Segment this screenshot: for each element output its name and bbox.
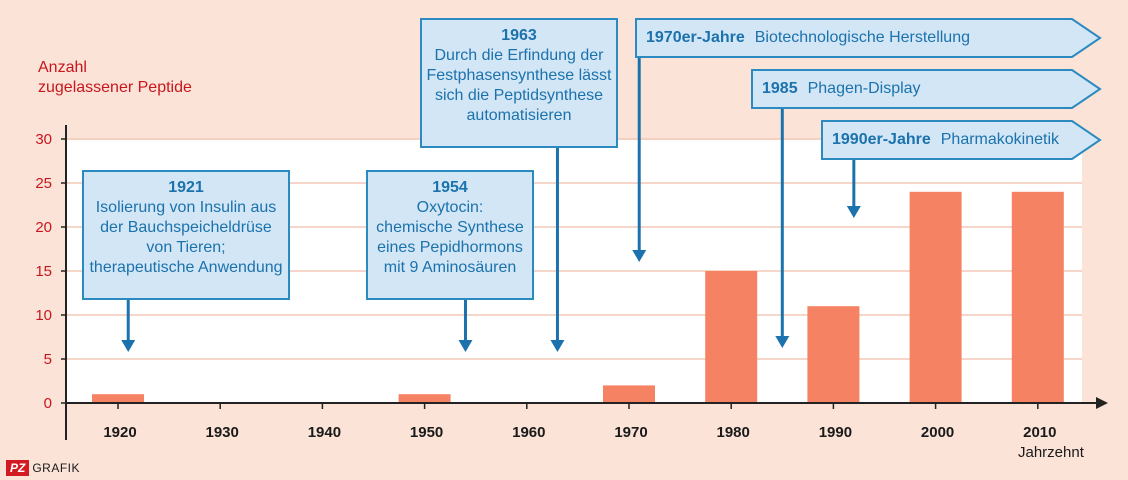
banner-shape-1985 [751,69,1102,109]
x-tick-label-1920: 1920 [103,424,136,441]
pz-grafik-logo: PZ GRAFIK [6,460,80,476]
bar-1950 [398,394,451,403]
y-tick-label: 20 [35,219,52,236]
x-tick-label-1980: 1980 [717,424,750,441]
annotation-1921: 1921 Isolierung von Insulin aus der Bauc… [82,170,290,300]
bar-1990 [807,306,860,403]
y-axis-label: Anzahl zugelassener Peptide [38,59,192,96]
bar-2010 [1011,191,1064,403]
banner-label: Pharmakokinetik [940,131,1060,148]
bar-1970 [603,385,655,403]
annotation-text: Isolierung von Insulin aus der Bauchspei… [89,199,283,276]
y-tick-label: 30 [35,131,52,148]
y-tick-label: 15 [35,263,52,280]
annotation-1963: 1963 Durch die Erfindung der Festphasens… [420,18,618,148]
banner-label: Biotechnologische Herstellung [754,29,970,46]
x-tick-label-1950: 1950 [410,424,443,441]
x-tick-label-1960: 1960 [512,424,545,441]
logo-text: GRAFIK [32,461,81,475]
banner-arrow-1990er-Jahre-head [846,206,861,218]
x-tick-label-1940: 1940 [308,424,341,441]
y-tick-label: 0 [44,395,52,412]
banner-shape-1990er-Jahre [821,120,1102,160]
annotation-arrow-1921-head [121,340,136,352]
banner-arrow-1985-head [775,336,790,348]
banner-text-1985: 1985 Phagen-Display [762,79,921,99]
banner-text-1990er: 1990er-Jahre Pharmakokinetik [832,130,1059,150]
bar-1920 [92,394,144,403]
y-tick-label: 10 [35,307,52,324]
x-tick-label-2010: 2010 [1023,424,1056,441]
banner-shape-1970er-Jahre [635,18,1102,58]
x-tick-label-1930: 1930 [206,424,239,441]
x-axis-arrowhead [1096,397,1108,409]
banner-year: 1990er-Jahre [832,131,931,148]
annotation-year: 1954 [432,179,468,196]
annotation-1954: 1954 Oxytocin: chemische Synthese eines … [366,170,534,300]
banner-text-1970er: 1970er-Jahre Biotechnologische Herstellun… [646,28,970,48]
annotation-arrow-1954-head [458,340,473,352]
x-axis-label: Jahrzehnt [1018,444,1084,461]
banner-label: Phagen-Display [807,80,921,97]
annotation-arrow-1963-head [550,340,565,352]
bar-2000 [909,191,962,403]
banner-year: 1970er-Jahre [646,29,745,46]
banner-arrow-1970er-Jahre-head [632,250,647,262]
x-tick-label-2000: 2000 [921,424,954,441]
bar-1980 [705,271,758,403]
logo-mark: PZ [6,460,30,476]
y-tick-label: 25 [35,175,52,192]
annotation-text: Durch die Erfindung der Festphasensynthe… [426,47,612,124]
y-tick-label: 5 [44,351,52,368]
x-tick-label-1970: 1970 [614,424,647,441]
banner-year: 1985 [762,80,798,97]
x-tick-label-1990: 1990 [819,424,852,441]
annotation-year: 1921 [168,179,204,196]
annotation-year: 1963 [501,27,537,44]
annotation-text: Oxytocin: chemische Synthese eines Pepid… [376,199,524,276]
